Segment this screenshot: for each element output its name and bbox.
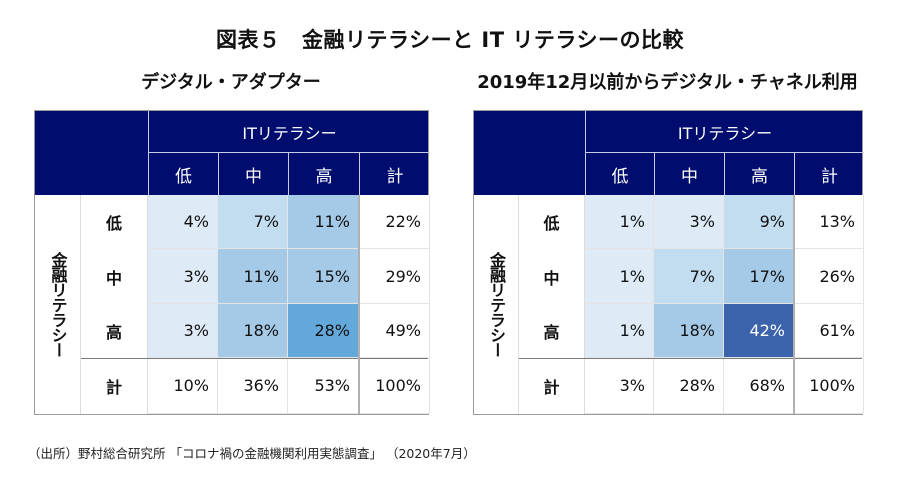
col-header: 高 [288, 153, 359, 195]
value-cell: 13% [794, 195, 864, 249]
row-header: 低 [519, 195, 585, 249]
value-cell: 22% [359, 195, 430, 249]
value-cell: 18% [218, 304, 288, 358]
source-note: （出所）野村総合研究所 「コロナ禍の金融機関利用実態調査」 （2020年7月） [28, 446, 476, 461]
value-cell: 1% [585, 304, 654, 358]
row-header: 高 [519, 304, 585, 358]
value-cell: 3% [585, 358, 654, 414]
total-row-separator [519, 358, 862, 359]
value-cell: 26% [794, 249, 864, 304]
col-header: 中 [218, 153, 288, 195]
col-header: 中 [654, 153, 724, 195]
figure-title: 図表５ 金融リテラシーと IT リテラシーの比較 [216, 28, 684, 52]
row-group-label: 金融リテラシー [35, 195, 81, 414]
value-cell: 18% [654, 304, 724, 358]
value-cell: 36% [218, 358, 288, 414]
table-title-digital-adapter: デジタル・アダプター [141, 72, 321, 93]
value-cell: 3% [148, 249, 218, 304]
value-cell: 9% [724, 195, 794, 249]
value-cell: 1% [585, 195, 654, 249]
row-header: 中 [81, 249, 148, 304]
value-cell: 11% [218, 249, 288, 304]
row-group-label: 金融リテラシー [474, 195, 519, 414]
table-header: ITリテラシー低中高計 [474, 111, 864, 195]
value-cell: 61% [794, 304, 864, 358]
value-cell: 7% [218, 195, 288, 249]
table-title-digital-channel: 2019年12月以前からデジタル・チャネル利用 [477, 72, 858, 93]
col-header: 計 [359, 153, 430, 195]
value-cell: 49% [359, 304, 430, 358]
value-cell: 28% [288, 304, 359, 358]
value-cell: 3% [654, 195, 724, 249]
col-header: 低 [585, 153, 654, 195]
literacy-table-digital-channel: ITリテラシー低中高計金融リテラシー低 1% 3% 9% 13% 中 1% 7% 17% 26% 高… [473, 110, 864, 415]
value-cell: 11% [288, 195, 359, 249]
value-cell: 68% [724, 358, 794, 414]
col-header: 高 [724, 153, 794, 195]
row-group-label-text: 金融リテラシー [48, 252, 68, 357]
row-header: 低 [81, 195, 148, 249]
value-cell: 100% [794, 358, 864, 414]
value-cell: 1% [585, 249, 654, 304]
value-cell: 17% [724, 249, 794, 304]
row-header: 計 [519, 358, 585, 414]
value-cell: 42% [724, 304, 794, 358]
col-header: 計 [794, 153, 864, 195]
col-group-label: ITリテラシー [148, 111, 430, 153]
col-header: 低 [148, 153, 218, 195]
value-cell: 10% [148, 358, 218, 414]
value-cell: 53% [288, 358, 359, 414]
total-col-separator [358, 195, 360, 414]
literacy-table-digital-adapter: ITリテラシー低中高計金融リテラシー低 4% 7% 11% 22% 中 3% 11% 15% 29… [34, 110, 430, 415]
value-cell: 28% [654, 358, 724, 414]
total-row-separator [81, 358, 428, 359]
value-cell: 15% [288, 249, 359, 304]
value-cell: 100% [359, 358, 430, 414]
total-col-separator [793, 195, 795, 414]
value-cell: 7% [654, 249, 724, 304]
row-header: 中 [519, 249, 585, 304]
value-cell: 4% [148, 195, 218, 249]
value-cell: 29% [359, 249, 430, 304]
row-header: 高 [81, 304, 148, 358]
value-cell: 3% [148, 304, 218, 358]
row-group-label-text: 金融リテラシー [487, 252, 506, 357]
row-header: 計 [81, 358, 148, 414]
col-group-label: ITリテラシー [585, 111, 864, 153]
table-header: ITリテラシー低中高計 [35, 111, 430, 195]
